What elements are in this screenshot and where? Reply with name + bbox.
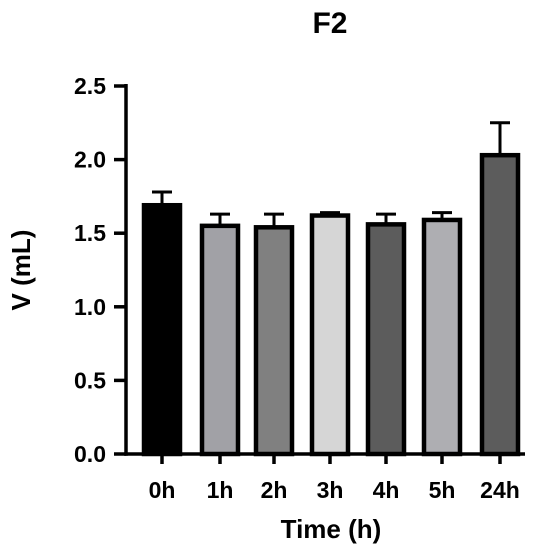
y-tick-label: 2.0 — [74, 147, 106, 173]
bar-1h — [199, 223, 241, 457]
axes-layer — [114, 84, 525, 464]
bars-layer — [141, 121, 521, 457]
y-tick-label: 2.5 — [74, 73, 106, 99]
y-tick-label: 0.0 — [74, 441, 106, 467]
x-axis-label: Time (h) — [281, 514, 382, 544]
bar-4h — [365, 222, 407, 457]
y-axis-label: V (mL) — [6, 230, 36, 311]
x-tick-label: 3h — [317, 477, 344, 503]
bar-0h — [141, 202, 183, 457]
x-tick-label: 4h — [373, 477, 400, 503]
bar-2h — [253, 225, 295, 457]
x-tick-label: 2h — [261, 477, 288, 503]
bar-24h — [479, 152, 521, 457]
y-tick-label: 1.0 — [74, 294, 106, 320]
tick-labels-layer: 0h 1h 2h 3h 4h 5h 24h 0.0 0.5 1.0 1.5 2.0 2.5 — [74, 73, 520, 503]
x-tick-label: 1h — [207, 477, 234, 503]
chart-title: F2 — [312, 7, 347, 40]
y-tick-label: 0.5 — [74, 367, 106, 393]
x-tick-label: 0h — [149, 477, 176, 503]
x-tick-label: 24h — [480, 477, 520, 503]
y-tick-label: 1.5 — [74, 220, 106, 246]
x-tick-label: 5h — [429, 477, 456, 503]
bar-3h — [309, 213, 351, 457]
bar-5h — [421, 217, 463, 457]
